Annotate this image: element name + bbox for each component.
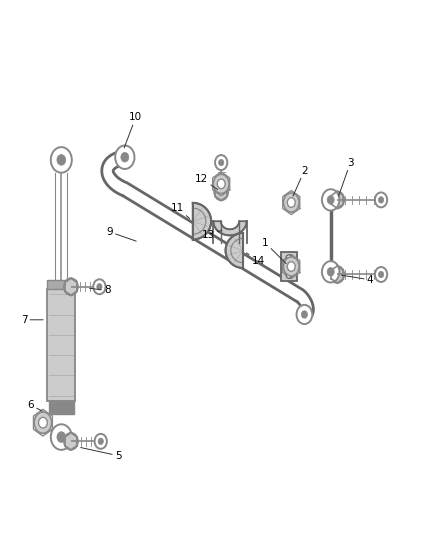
Bar <box>46 280 76 289</box>
Polygon shape <box>226 233 243 268</box>
Circle shape <box>301 311 307 318</box>
Circle shape <box>98 438 103 445</box>
Circle shape <box>219 159 224 166</box>
Circle shape <box>322 189 339 211</box>
Circle shape <box>97 284 102 290</box>
Text: 13: 13 <box>201 230 222 239</box>
Text: 14: 14 <box>247 253 265 266</box>
Circle shape <box>322 261 339 282</box>
Circle shape <box>51 424 72 450</box>
Circle shape <box>214 183 228 200</box>
Circle shape <box>34 412 52 433</box>
Circle shape <box>330 191 344 208</box>
Text: 12: 12 <box>195 174 218 190</box>
Circle shape <box>213 174 229 193</box>
Circle shape <box>51 147 72 173</box>
Circle shape <box>215 155 227 170</box>
Circle shape <box>57 432 66 442</box>
Circle shape <box>283 257 299 276</box>
Circle shape <box>64 278 78 295</box>
Circle shape <box>327 196 334 204</box>
Text: 9: 9 <box>106 227 136 241</box>
Text: 7: 7 <box>21 315 43 325</box>
Circle shape <box>286 271 292 278</box>
Bar <box>49 401 74 414</box>
Circle shape <box>95 434 107 449</box>
Circle shape <box>39 417 47 428</box>
Circle shape <box>64 433 78 450</box>
Circle shape <box>287 262 295 271</box>
Text: 2: 2 <box>293 166 308 196</box>
Text: 5: 5 <box>81 448 122 461</box>
Text: 4: 4 <box>341 275 374 285</box>
Circle shape <box>93 279 106 294</box>
Text: 10: 10 <box>124 112 142 148</box>
Circle shape <box>378 197 384 203</box>
Bar <box>281 252 297 281</box>
Circle shape <box>287 198 295 207</box>
Circle shape <box>378 271 384 278</box>
Circle shape <box>327 268 334 276</box>
Text: 1: 1 <box>261 238 286 263</box>
Text: 6: 6 <box>27 400 42 411</box>
Circle shape <box>217 179 225 189</box>
Text: 3: 3 <box>339 158 354 196</box>
Circle shape <box>121 152 129 162</box>
Circle shape <box>297 305 312 324</box>
Circle shape <box>330 266 344 283</box>
Polygon shape <box>193 203 211 239</box>
Text: 8: 8 <box>89 286 111 295</box>
Circle shape <box>286 255 292 262</box>
Circle shape <box>283 193 299 212</box>
Text: 11: 11 <box>171 203 190 219</box>
Bar <box>47 289 75 401</box>
Polygon shape <box>213 221 247 236</box>
Circle shape <box>375 192 387 207</box>
Circle shape <box>375 267 387 282</box>
Circle shape <box>115 146 134 169</box>
Circle shape <box>57 155 66 165</box>
